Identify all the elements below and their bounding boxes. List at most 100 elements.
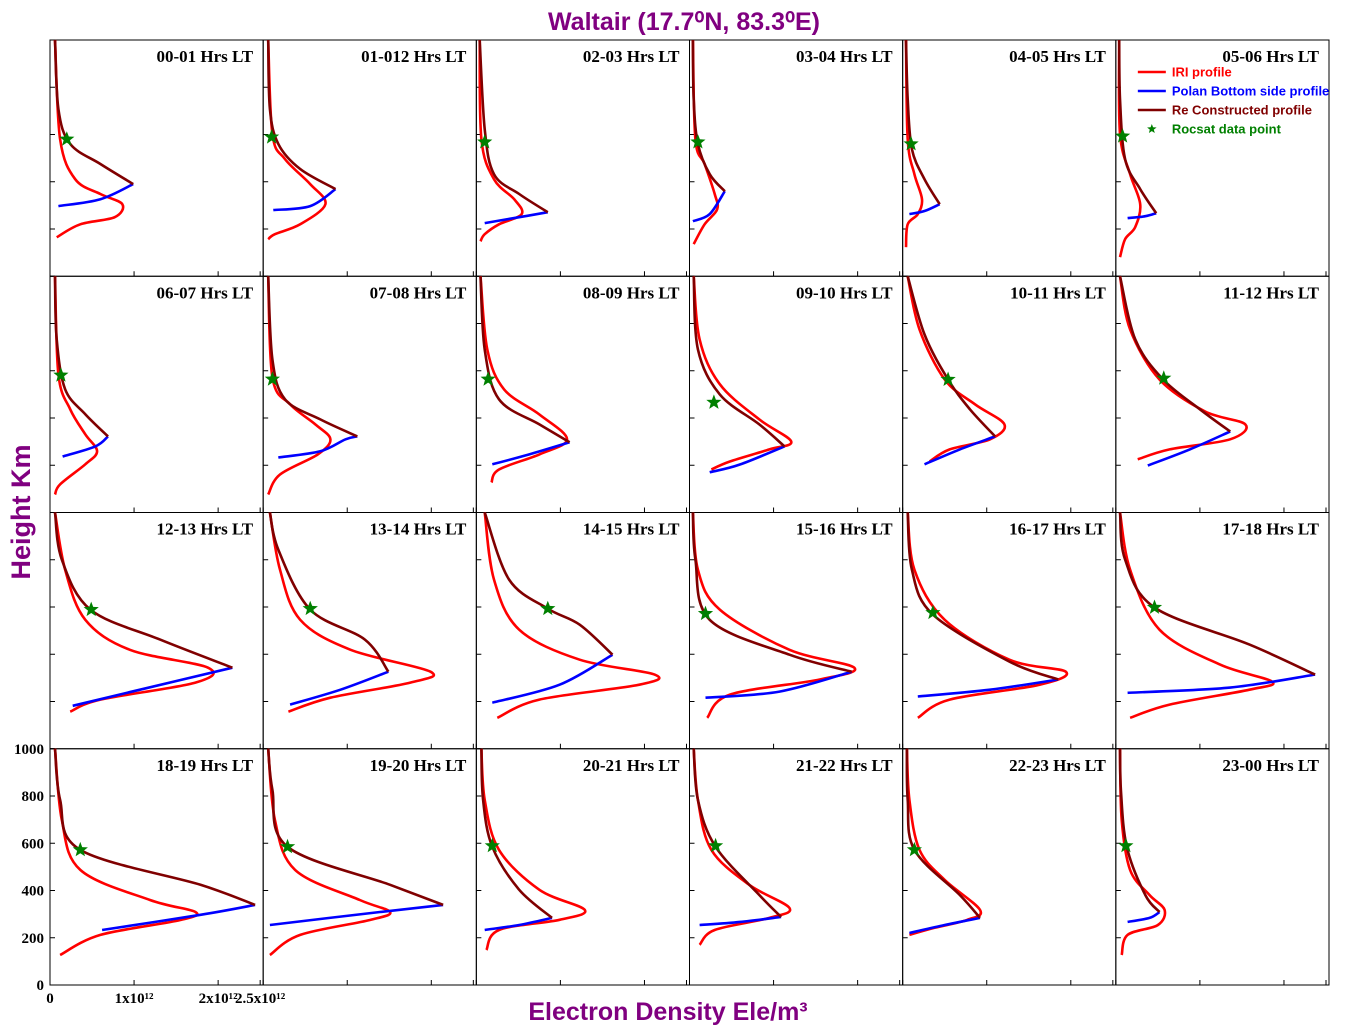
- panel: 19-20 Hrs LT: [262, 748, 477, 986]
- rocsat-point: [477, 134, 493, 149]
- rocsat-point: [1156, 370, 1172, 385]
- rocsat-point: [940, 371, 956, 386]
- profile-line: [904, 39, 924, 248]
- rocsat-point: [697, 605, 714, 621]
- panel-title: 05-06 Hrs LT: [1222, 47, 1319, 66]
- profile-line: [53, 276, 109, 438]
- profile-line: [269, 903, 444, 927]
- profile-line: [268, 512, 436, 713]
- legend-label: Rocsat data point: [1172, 122, 1282, 137]
- panel-title: 12-13 Hrs LT: [156, 520, 253, 539]
- profile-line: [289, 670, 389, 706]
- profile-line: [483, 512, 661, 719]
- rocsat-point: [906, 841, 922, 857]
- profile-line: [705, 670, 853, 699]
- profile-line: [53, 39, 125, 239]
- panel: 08-09 Hrs LT: [475, 275, 691, 513]
- panel-title: 06-07 Hrs LT: [156, 283, 253, 302]
- panel-title: 17-18 Hrs LT: [1222, 520, 1319, 539]
- y-tick-label: 200: [22, 931, 45, 947]
- profile-line: [58, 182, 134, 208]
- profile-line: [917, 678, 1059, 698]
- rocsat-point: [279, 838, 296, 854]
- y-tick-label: 600: [22, 836, 45, 852]
- y-tick-label: 1000: [14, 742, 44, 758]
- legend-label: Polan Bottom side profile: [1172, 84, 1329, 99]
- rocsat-point: [706, 394, 722, 409]
- profile-line: [906, 512, 1069, 719]
- profile-line: [484, 210, 549, 225]
- profile-line: [491, 653, 614, 704]
- rocsat-point: [72, 841, 88, 857]
- rocsat-point: [484, 837, 500, 853]
- panel-title: 00-01 Hrs LT: [156, 47, 253, 66]
- y-tick-label: 800: [22, 789, 45, 805]
- profile-line: [478, 39, 524, 242]
- profile-line: [1147, 430, 1231, 467]
- legend-swatch: [1147, 124, 1157, 133]
- panel-title: 13-14 Hrs LT: [370, 520, 467, 539]
- panel-title: 18-19 Hrs LT: [156, 756, 253, 775]
- profile-line: [1118, 512, 1316, 676]
- profile-line: [62, 435, 109, 458]
- panel: 22-23 Hrs LT: [902, 748, 1117, 986]
- panel-title: 08-09 Hrs LT: [583, 283, 680, 302]
- profile-line: [923, 435, 996, 466]
- profile-line: [266, 276, 358, 438]
- panel: 12-13 Hrs LT: [49, 512, 264, 750]
- profile-line: [273, 188, 337, 212]
- panel-title: 23-00 Hrs LT: [1222, 756, 1319, 775]
- panel: 23-00 Hrs LT: [1115, 748, 1330, 986]
- legend-label: IRI profile: [1172, 65, 1232, 80]
- profile-line: [1127, 211, 1157, 220]
- panel: 02-03 Hrs LT: [475, 39, 691, 277]
- panel: 15-16 Hrs LT: [689, 512, 904, 750]
- panel-title: 03-04 Hrs LT: [796, 47, 893, 66]
- rocsat-point: [53, 367, 69, 382]
- rocsat-point: [59, 131, 75, 146]
- x-tick-label: 2x10¹²: [199, 991, 238, 1007]
- panel-title: 09-10 Hrs LT: [796, 283, 893, 302]
- x-axis-label: Electron Density Ele/m³: [528, 998, 807, 1026]
- profile-line: [278, 435, 358, 459]
- panel-title: 04-05 Hrs LT: [1009, 47, 1106, 66]
- profile-line: [692, 276, 793, 471]
- profile-line: [478, 39, 549, 214]
- profile-line: [1117, 39, 1158, 214]
- profile-line: [692, 190, 726, 223]
- profile-line: [479, 276, 571, 444]
- rocsat-point: [708, 837, 724, 853]
- panel-title: 20-21 Hrs LT: [583, 756, 680, 775]
- panel: 14-15 Hrs LT: [475, 512, 691, 750]
- y-tick-label: 0: [37, 978, 45, 994]
- rocsat-point: [1118, 837, 1134, 853]
- panel-title: 02-03 Hrs LT: [583, 47, 680, 66]
- rocsat-point: [1115, 128, 1131, 143]
- profile-line: [909, 916, 981, 935]
- y-axis-label: Height Km: [6, 445, 36, 580]
- profile-line: [1127, 910, 1161, 924]
- profile-line: [1117, 39, 1142, 258]
- panel-title: 16-17 Hrs LT: [1009, 520, 1106, 539]
- panel: 16-17 Hrs LT: [902, 512, 1117, 750]
- profile-line: [1127, 673, 1316, 695]
- chart-title: Waltair (17.7⁰N, 83.3⁰E): [548, 8, 820, 36]
- rocsat-point: [302, 600, 318, 616]
- profile-line: [909, 203, 941, 216]
- panel-title: 14-15 Hrs LT: [583, 520, 680, 539]
- rocsat-point: [264, 371, 280, 386]
- rocsat-point: [540, 600, 556, 616]
- rocsat-point: [83, 601, 99, 617]
- profile-line: [692, 276, 786, 448]
- panel-title: 07-08 Hrs LT: [370, 283, 467, 302]
- panel: 11-12 Hrs LT: [1115, 275, 1330, 513]
- profile-line: [101, 903, 256, 932]
- panel-title: 22-23 Hrs LT: [1009, 756, 1106, 775]
- y-tick-label: 400: [22, 884, 45, 900]
- profile-line: [491, 441, 570, 466]
- panel-title: 11-12 Hrs LT: [1223, 283, 1319, 302]
- rocsat-point: [480, 371, 496, 386]
